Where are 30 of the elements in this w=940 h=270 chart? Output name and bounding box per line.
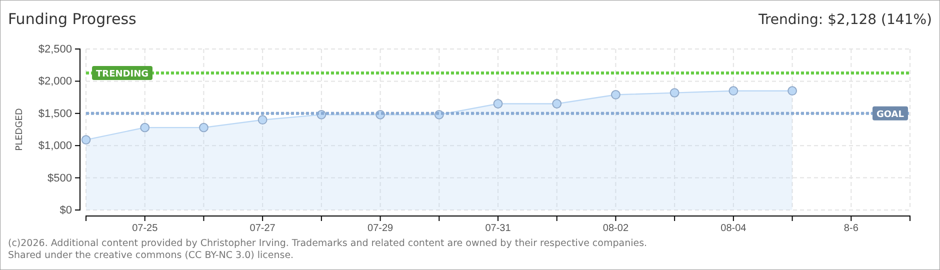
x-tick-label: 07-31 bbox=[485, 223, 512, 234]
point bbox=[552, 99, 562, 108]
point bbox=[728, 86, 738, 96]
y-tick-label: $500 bbox=[48, 172, 72, 184]
y-axis-title: PLEDGED bbox=[15, 108, 25, 151]
point bbox=[611, 90, 620, 100]
point bbox=[670, 88, 680, 98]
y-tick-label: $1,000 bbox=[38, 140, 72, 152]
x-tick-label: 07-27 bbox=[250, 223, 276, 234]
x-tick-label: 07-25 bbox=[132, 223, 158, 234]
ref-line-label: GOAL bbox=[876, 110, 904, 120]
y-tick-label: $1,500 bbox=[38, 108, 72, 120]
text: Trending: $2,128 (141%) bbox=[757, 12, 932, 28]
y-tick-label: $2,500 bbox=[38, 44, 72, 56]
point bbox=[493, 99, 503, 108]
y-tick-label: $0 bbox=[60, 204, 72, 217]
ref-line-label: TRENDING bbox=[96, 69, 148, 80]
x-tick-label: 08-02 bbox=[602, 223, 629, 234]
point bbox=[199, 122, 208, 132]
point bbox=[140, 122, 150, 132]
point bbox=[258, 115, 268, 125]
text: Shared under the creative commons (CC BY-NC 3.0) license. bbox=[8, 250, 294, 261]
text: (c)2026. Additional content provided by Christopher Irving. Trademarks and related content are owned by their respective companies. bbox=[8, 238, 648, 249]
point bbox=[81, 135, 91, 145]
x-tick-label: 07-29 bbox=[367, 223, 394, 234]
x-tick-label: 08-04 bbox=[720, 223, 747, 234]
y-tick-label: $2,000 bbox=[38, 76, 72, 88]
x-tick-label: 8-6 bbox=[844, 223, 859, 234]
chart-title: Funding Progress bbox=[8, 10, 137, 28]
point bbox=[788, 86, 797, 96]
